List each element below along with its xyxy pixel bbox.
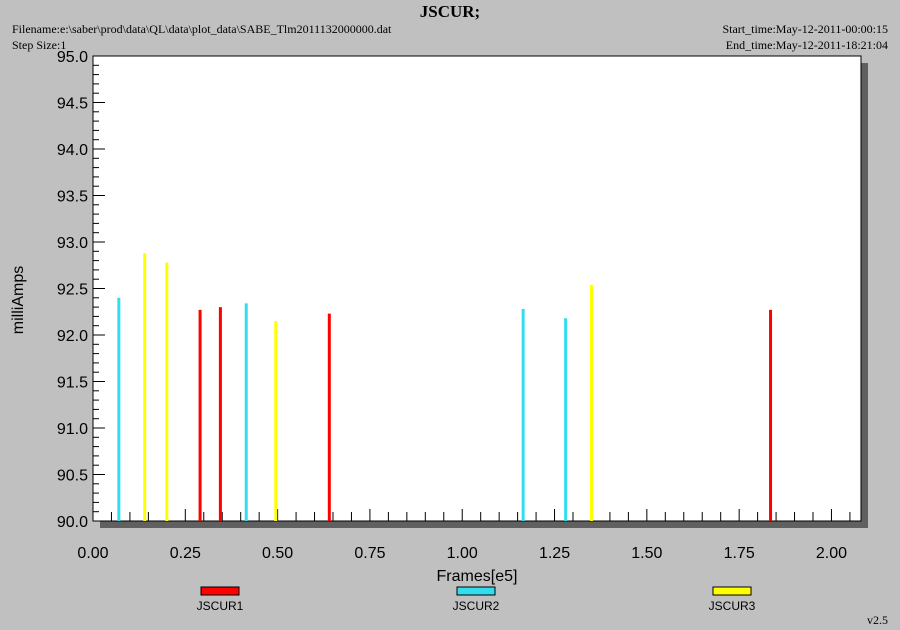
legend-swatch-jscur2	[456, 586, 496, 596]
filename-label: Filename:e:\saber\prod\data\QL\data\plot…	[12, 22, 392, 36]
y-tick-label: 90.0	[57, 514, 88, 531]
y-tick-label: 94.0	[57, 142, 88, 159]
y-axis-label: milliAmps	[10, 266, 27, 334]
x-axis-label: Frames[e5]	[437, 568, 518, 585]
y-tick-label: 95.0	[57, 49, 88, 66]
x-tick-label: 0.25	[170, 545, 201, 562]
x-tick-label: 0.00	[77, 545, 108, 562]
chart-title: JSCUR;	[419, 2, 481, 21]
end-time-label: End_time:May-12-2011-18:21:04	[725, 38, 888, 52]
start-time-label: Start_time:May-12-2011-00:00:15	[722, 22, 888, 36]
x-tick-label: 2.00	[816, 545, 847, 562]
y-tick-label: 91.5	[57, 375, 88, 392]
version-label: v2.5	[867, 613, 888, 627]
x-tick-label: 0.75	[354, 545, 385, 562]
y-tick-label: 94.5	[57, 96, 88, 113]
legend-label-jscur3: JSCUR3	[709, 599, 756, 613]
x-tick-label: 1.00	[447, 545, 478, 562]
legend-label-jscur2: JSCUR2	[453, 599, 500, 613]
y-tick-label: 91.0	[57, 421, 88, 438]
x-tick-label: 1.50	[631, 545, 662, 562]
y-tick-label: 93.5	[57, 189, 88, 206]
x-tick-label: 0.50	[262, 545, 293, 562]
plot-area	[92, 55, 862, 522]
x-tick-label: 1.75	[724, 545, 755, 562]
step-size-label: Step Size:1	[12, 38, 67, 52]
y-tick-label: 93.0	[57, 235, 88, 252]
legend-swatch-jscur3	[712, 586, 752, 596]
y-tick-label: 90.5	[57, 468, 88, 485]
y-tick-label: 92.0	[57, 328, 88, 345]
y-tick-label: 92.5	[57, 282, 88, 299]
legend-label-jscur1: JSCUR1	[197, 599, 244, 613]
x-tick-label: 1.25	[539, 545, 570, 562]
legend-swatch-jscur1	[200, 586, 240, 596]
